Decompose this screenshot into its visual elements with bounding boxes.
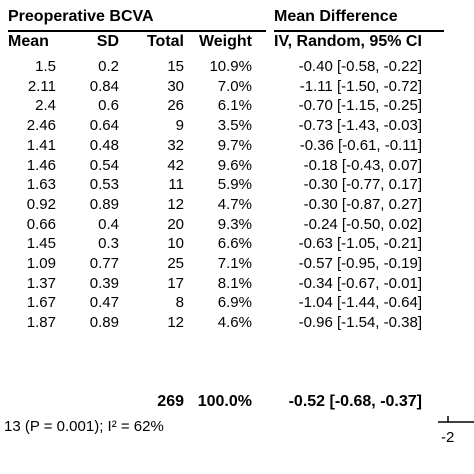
cell-mean: 2.4 [35, 97, 56, 114]
cell-total: 9 [175, 117, 184, 134]
col-header-weight: Weight [198, 33, 252, 50]
cell-sd: 0.4 [98, 216, 119, 233]
header-rule-left [8, 30, 266, 32]
col-header-sd: SD [96, 33, 119, 50]
col-header-total: Total [146, 33, 184, 50]
cell-sd: 0.77 [89, 255, 119, 272]
cell-mean: 2.11 [27, 78, 56, 95]
group-title-mean-difference: Mean Difference [274, 8, 398, 25]
cell-sd: 0.3 [98, 235, 119, 252]
cell-sd: 0.48 [89, 137, 119, 154]
cell-md: -1.11 [-1.50, -0.72] [299, 78, 422, 95]
axis-tick-label: -2 [441, 429, 455, 446]
cell-mean: 0.92 [26, 196, 56, 213]
cell-mean: 2.46 [26, 117, 56, 134]
cell-md: -0.70 [-1.15, -0.25] [298, 97, 422, 114]
cell-sd: 0.39 [89, 275, 119, 292]
cell-sd: 0.47 [89, 294, 119, 311]
cell-sd: 0.64 [89, 117, 119, 134]
cell-total: 11 [168, 176, 184, 193]
cell-sd: 0.89 [89, 196, 119, 213]
col-header-mean: Mean [8, 33, 49, 50]
cell-sd: 0.54 [89, 157, 119, 174]
cell-weight: 3.5% [217, 117, 252, 134]
cell-mean: 1.41 [26, 137, 56, 154]
cell-md: -1.04 [-1.44, -0.64] [298, 294, 422, 311]
cell-weight: 4.6% [217, 314, 252, 331]
cell-mean: 1.67 [26, 294, 56, 311]
heterogeneity-text: 13 (P = 0.001); I² = 62% [4, 418, 164, 435]
cell-md: -0.18 [-0.43, 0.07] [303, 157, 422, 174]
cell-md: -0.57 [-0.95, -0.19] [298, 255, 422, 272]
total-weight: 100.0% [197, 393, 252, 410]
cell-total: 15 [167, 58, 184, 75]
col-header-md: IV, Random, 95% CI [274, 33, 422, 50]
cell-md: -0.40 [-0.58, -0.22] [298, 58, 422, 75]
cell-mean: 1.63 [26, 176, 56, 193]
cell-mean: 1.37 [26, 275, 56, 292]
cell-weight: 4.7% [217, 196, 252, 213]
cell-mean: 1.09 [26, 255, 56, 272]
cell-sd: 0.84 [89, 78, 119, 95]
cell-weight: 6.9% [217, 294, 252, 311]
cell-mean: 0.66 [26, 216, 56, 233]
cell-weight: 7.0% [217, 78, 252, 95]
cell-weight: 9.6% [217, 157, 252, 174]
cell-total: 30 [167, 78, 184, 95]
cell-sd: 0.53 [89, 176, 119, 193]
cell-total: 25 [167, 255, 184, 272]
cell-total: 12 [167, 196, 184, 213]
group-title-preoperative: Preoperative BCVA [8, 8, 154, 25]
cell-md: -0.30 [-0.87, 0.27] [303, 196, 422, 213]
cell-total: 32 [167, 137, 184, 154]
cell-total: 42 [167, 157, 184, 174]
cell-total: 12 [167, 314, 184, 331]
cell-mean: 1.45 [26, 235, 56, 252]
cell-weight: 6.1% [217, 97, 252, 114]
total-md: -0.52 [-0.68, -0.37] [288, 393, 422, 410]
cell-sd: 0.89 [89, 314, 119, 331]
cell-total: 8 [175, 294, 184, 311]
cell-md: -0.24 [-0.50, 0.02] [303, 216, 422, 233]
cell-total: 26 [167, 97, 184, 114]
cell-weight: 10.9% [209, 58, 252, 75]
cell-md: -0.30 [-0.77, 0.17] [303, 176, 422, 193]
header-rule-right [274, 30, 444, 32]
cell-weight: 9.7% [217, 137, 252, 154]
cell-md: -0.73 [-1.43, -0.03] [298, 117, 422, 134]
total-n: 269 [157, 393, 184, 410]
cell-total: 17 [167, 275, 184, 292]
cell-mean: 1.46 [26, 157, 56, 174]
cell-mean: 1.87 [26, 314, 56, 331]
cell-md: -0.96 [-1.54, -0.38] [298, 314, 422, 331]
cell-total: 20 [167, 216, 184, 233]
cell-weight: 5.9% [217, 176, 252, 193]
cell-weight: 8.1% [217, 275, 252, 292]
cell-md: -0.36 [-0.61, -0.11] [299, 137, 422, 154]
cell-sd: 0.6 [98, 97, 119, 114]
cell-weight: 7.1% [217, 255, 252, 272]
cell-weight: 6.6% [217, 235, 252, 252]
cell-md: -0.63 [-1.05, -0.21] [298, 235, 422, 252]
cell-md: -0.34 [-0.67, -0.01] [298, 275, 422, 292]
cell-weight: 9.3% [217, 216, 252, 233]
cell-total: 10 [167, 235, 184, 252]
cell-mean: 1.5 [35, 58, 56, 75]
cell-sd: 0.2 [98, 58, 119, 75]
